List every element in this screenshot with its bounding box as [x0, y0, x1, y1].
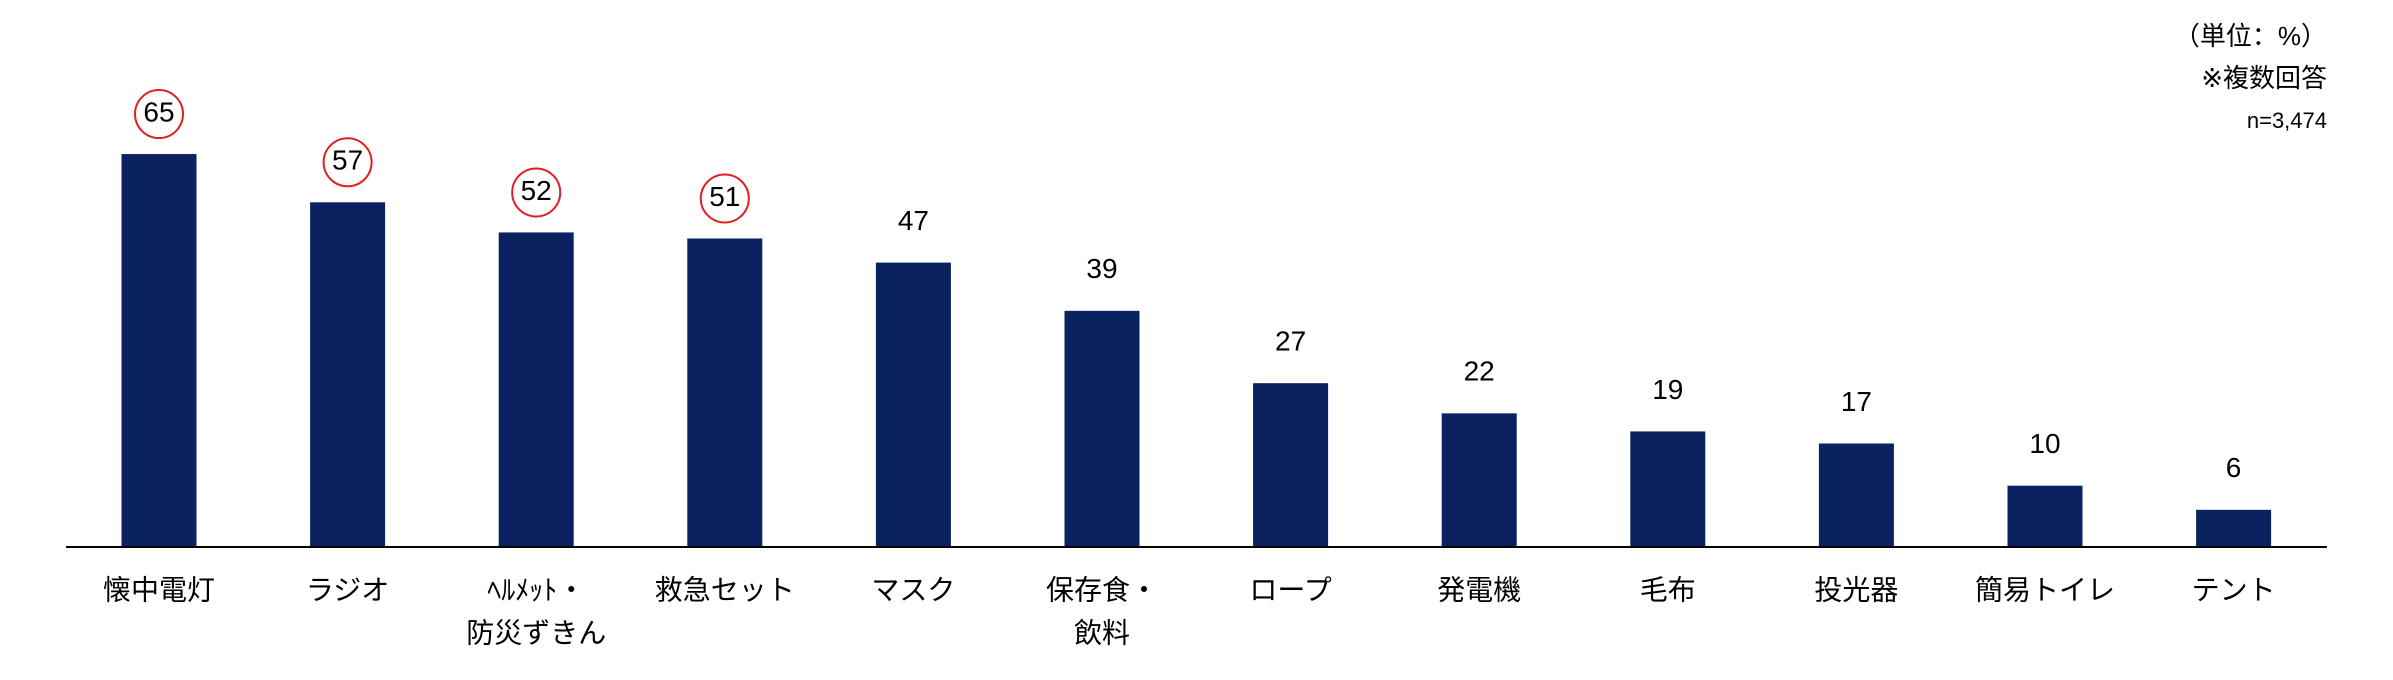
bar	[1253, 383, 1329, 546]
x-tick-label: 防災ずきん	[466, 617, 606, 648]
x-tick-label: ロープ	[1249, 574, 1331, 605]
value-label: 65	[143, 96, 174, 127]
x-tick-label: 救急セット	[655, 574, 795, 605]
highlight-circle	[134, 89, 184, 140]
bar	[310, 202, 386, 547]
sample-note: n=3,474	[2247, 108, 2327, 133]
value-label: 19	[1652, 374, 1683, 405]
x-tick-label: 投光器	[1814, 574, 1898, 605]
bar	[1630, 431, 1706, 546]
x-tick-label: テント	[2192, 574, 2276, 605]
value-label: 39	[1086, 253, 1117, 284]
answer-note: ※複数回答	[2201, 63, 2327, 93]
value-label: 51	[709, 181, 740, 212]
x-tick-label: 保存食・	[1046, 574, 1158, 605]
bar	[1064, 310, 1140, 546]
highlight-circle	[322, 137, 373, 188]
value-label: 17	[1841, 386, 1872, 417]
bar	[687, 238, 763, 546]
bar	[2196, 509, 2272, 546]
highlight-circle	[699, 173, 750, 224]
value-label: 57	[332, 145, 363, 176]
value-label: 47	[898, 205, 929, 236]
bar	[121, 154, 197, 547]
x-tick-label: 毛布	[1640, 574, 1696, 605]
value-label: 22	[1464, 356, 1495, 387]
bar	[1441, 413, 1517, 546]
x-tick-label: 飲料	[1074, 617, 1130, 648]
x-tick-label: ﾍﾙﾒｯﾄ・	[487, 574, 585, 605]
unit-note: （単位：%）	[2174, 21, 2327, 51]
x-tick-label: 簡易トイレ	[1975, 574, 2115, 605]
value-label: 27	[1275, 326, 1306, 357]
bar	[2007, 485, 2083, 546]
x-tick-label: 発電機	[1437, 574, 1521, 605]
highlight-circle	[511, 167, 562, 218]
bar	[1818, 443, 1894, 546]
x-tick-label: ラジオ	[306, 574, 389, 605]
x-tick-label: 懐中電灯	[103, 574, 215, 605]
bar	[498, 232, 574, 546]
value-label: 6	[2226, 452, 2242, 483]
bar	[875, 262, 951, 546]
value-label: 52	[521, 175, 552, 206]
x-tick-label: マスク	[871, 574, 955, 605]
value-label: 10	[2029, 428, 2060, 459]
